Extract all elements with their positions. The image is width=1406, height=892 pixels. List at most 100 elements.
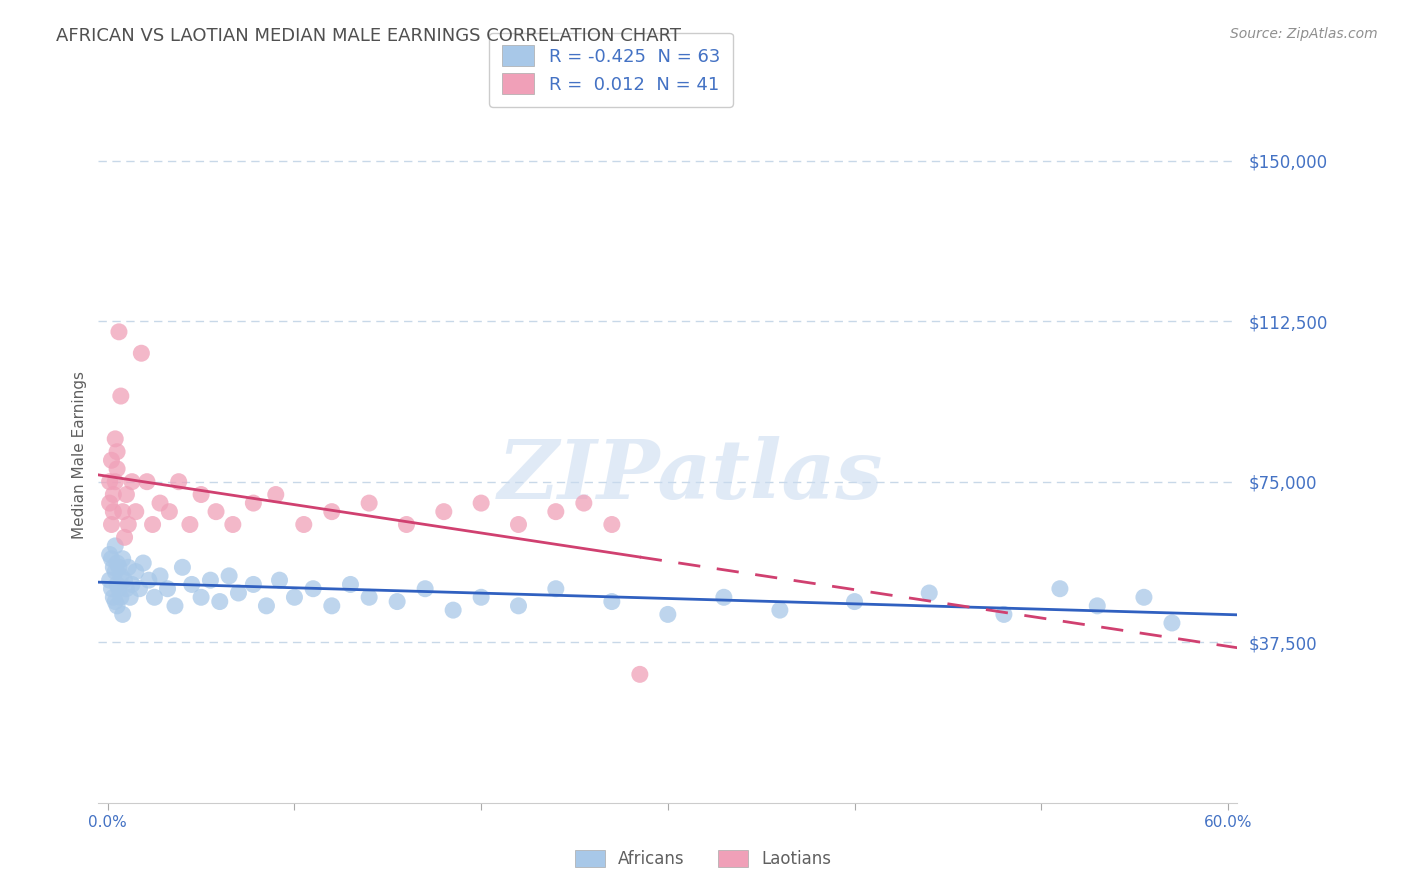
Point (339, 577, 361, 591)
Point (156, 582, 179, 596)
Point (508, 599, 530, 613)
Point (136, 475, 159, 489)
Point (544, 505, 567, 519)
Point (100, 453, 122, 467)
Point (180, 577, 202, 591)
Point (121, 475, 143, 489)
Point (283, 591, 305, 605)
Y-axis label: Median Male Earnings: Median Male Earnings (72, 371, 87, 539)
Point (104, 432, 127, 446)
Point (918, 586, 941, 600)
Point (105, 462, 128, 476)
Point (103, 591, 125, 605)
Point (125, 505, 148, 519)
Point (200, 573, 222, 587)
Point (359, 496, 381, 510)
Point (385, 594, 408, 608)
Point (157, 505, 180, 519)
Point (105, 444, 128, 458)
Point (108, 560, 131, 574)
Point (103, 560, 125, 574)
Point (1049, 582, 1071, 596)
Point (167, 475, 190, 489)
Point (131, 346, 153, 360)
Point (115, 487, 138, 501)
Point (218, 569, 240, 583)
Point (190, 591, 212, 605)
Point (222, 517, 245, 532)
Point (110, 591, 132, 605)
Point (114, 530, 136, 544)
Point (117, 560, 139, 574)
Point (264, 487, 287, 501)
Point (441, 603, 464, 617)
Point (1133, 591, 1156, 605)
Point (105, 599, 128, 613)
Point (844, 594, 866, 608)
Point (242, 496, 264, 510)
Point (114, 573, 136, 587)
Point (108, 582, 131, 596)
Legend: R = -0.425  N = 63, R =  0.012  N = 41: R = -0.425 N = 63, R = 0.012 N = 41 (489, 33, 733, 107)
Point (105, 577, 128, 591)
Point (359, 591, 381, 605)
Point (769, 603, 792, 617)
Point (149, 496, 172, 510)
Point (572, 496, 595, 510)
Point (179, 517, 201, 532)
Point (111, 607, 134, 622)
Point (121, 577, 143, 591)
Point (713, 591, 735, 605)
Point (269, 573, 291, 587)
Point (104, 594, 127, 608)
Point (149, 569, 172, 583)
Point (470, 496, 492, 510)
Point (117, 517, 139, 532)
Point (256, 599, 278, 613)
Text: Source: ZipAtlas.com: Source: ZipAtlas.com (1230, 27, 1378, 41)
Point (100, 517, 122, 532)
Point (600, 517, 623, 532)
Point (103, 505, 125, 519)
Point (321, 599, 343, 613)
Point (115, 582, 138, 596)
Point (190, 487, 212, 501)
Point (110, 389, 132, 403)
Point (98, 475, 121, 489)
Point (1085, 599, 1108, 613)
Point (228, 586, 250, 600)
Point (413, 582, 436, 596)
Point (120, 591, 142, 605)
Point (98, 573, 121, 587)
Point (98, 548, 121, 562)
Point (103, 487, 125, 501)
Point (108, 325, 131, 339)
Point (657, 607, 679, 622)
Text: AFRICAN VS LAOTIAN MEDIAN MALE EARNINGS CORRELATION CHART: AFRICAN VS LAOTIAN MEDIAN MALE EARNINGS … (56, 27, 682, 45)
Point (544, 582, 567, 596)
Point (138, 573, 160, 587)
Point (142, 517, 165, 532)
Point (508, 517, 530, 532)
Point (143, 591, 166, 605)
Point (105, 556, 128, 570)
Point (132, 556, 155, 570)
Point (993, 607, 1015, 622)
Point (205, 505, 228, 519)
Point (104, 539, 127, 553)
Point (208, 594, 231, 608)
Point (110, 569, 132, 583)
Point (163, 599, 186, 613)
Point (1161, 615, 1184, 630)
Point (242, 577, 264, 591)
Point (628, 667, 651, 681)
Text: ZIPatlas: ZIPatlas (498, 436, 883, 516)
Point (125, 565, 148, 579)
Point (111, 551, 134, 566)
Legend: Africans, Laotians: Africans, Laotians (568, 843, 838, 875)
Point (98, 496, 121, 510)
Point (395, 517, 418, 532)
Point (292, 517, 315, 532)
Point (433, 505, 456, 519)
Point (100, 582, 122, 596)
